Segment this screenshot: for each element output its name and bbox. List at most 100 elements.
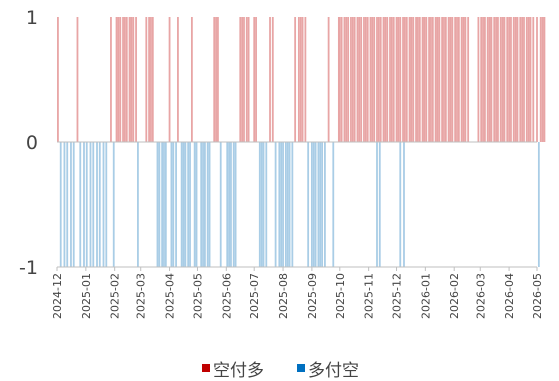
bar-negative-67 [537,142,540,267]
bar-negative-16 [156,142,159,267]
bar-negative-55 [310,142,313,267]
bar-positive-71 [408,17,411,142]
bar-negative-8 [89,142,92,267]
bar-positive-92 [454,17,457,142]
bar-negative-7 [85,142,88,267]
bar-positive-56 [376,17,378,142]
bar-positive-101 [482,17,484,142]
bar-negative-65 [399,142,402,267]
bar-positive-58 [379,17,382,142]
bar-negative-49 [282,142,284,267]
x-tick-label-4: 2025-04 [164,273,177,319]
legend-label-positive: 空付多 [213,361,264,381]
bar-positive-41 [343,17,346,142]
x-tick-label-17: 2026-05 [531,273,544,319]
bar-positive-49 [360,17,363,142]
bar-negative-10 [96,142,98,267]
bar-positive-46 [353,17,356,142]
bar-positive-118 [519,17,522,142]
bar-positive-4 [117,17,120,142]
bar-negative-32 [202,142,204,267]
bar-negative-15 [137,142,139,267]
bar-positive-108 [497,17,499,142]
bar-positive-21 [215,17,217,142]
bar-positive-76 [418,17,421,142]
bar-negative-57 [314,142,317,267]
bar-positive-123 [529,17,532,142]
bar-negative-37 [226,142,229,267]
bar-positive-88 [444,17,447,142]
bar-negative-45 [265,142,268,267]
bar-negative-53 [291,142,294,267]
x-tick-label-5: 2025-05 [191,273,204,319]
bar-positive-15 [150,17,152,142]
bar-negative-59 [319,142,322,267]
bar-positive-59 [382,17,385,142]
bar-negative-43 [260,142,263,267]
bar-positive-51 [364,17,367,142]
bar-positive-30 [269,17,271,142]
bar-negative-28 [189,142,191,267]
bar-positive-93 [456,17,458,142]
x-tick-labels: 2024-12 2025-01 2025-02 2025-03 2025-04 2025-… [51,273,544,319]
bar-positive-68 [402,17,404,142]
x-tick-label-12: 2025-12 [391,273,404,319]
bar-negative-62 [332,142,335,267]
bar-positive-86 [441,17,444,142]
bar-positive-113 [508,17,510,142]
bar-positive-104 [488,17,491,142]
x-tick-label-13: 2026-01 [419,273,432,319]
bar-negative-51 [286,142,289,267]
bar-negative-22 [172,142,175,267]
x-tick-label-14: 2026-02 [448,273,461,319]
bar-negative-13 [105,142,108,267]
bar-positive-112 [506,17,509,142]
bar-positive-44 [350,17,352,142]
legend: 空付多 多付空 [202,361,359,381]
bar-positive-9 [128,17,131,142]
bar-negative-18 [161,142,164,267]
bar-positive-66 [397,17,400,142]
bar-positive-27 [247,17,250,142]
bar-positive-6 [122,17,124,142]
bar-positive-26 [245,17,248,142]
bar-positive-40 [340,17,343,142]
bar-negative-33 [204,142,206,267]
bar-negative-38 [228,142,230,267]
bar-positive-11 [132,17,135,142]
bar-negative-64 [378,142,381,267]
bar-positive-105 [490,17,493,142]
bar-positive-14 [148,17,150,142]
bar-negative-39 [230,142,232,267]
bar-positive-2 [110,17,112,142]
x-tick-label-1: 2025-01 [80,273,93,319]
bar-positive-5 [119,17,122,142]
bar-positive-100 [480,17,483,142]
bar-negative-63 [376,142,378,267]
bar-negative-1 [63,142,66,267]
bar-positive-83 [434,17,437,142]
bar-negative-17 [158,142,161,267]
bar-positive-67 [399,17,402,142]
bar-positive-3 [115,17,118,142]
bar-positive-70 [405,17,408,142]
bar-positive-50 [363,17,365,142]
bar-positive-120 [523,17,525,142]
bar-negative-20 [164,142,167,267]
bars-layer [57,17,546,267]
bar-positive-62 [389,17,391,142]
bar-negative-58 [317,142,320,267]
x-tick-label-7: 2025-07 [248,273,261,319]
bar-positive-24 [241,17,244,142]
legend-label-negative: 多付空 [308,361,359,381]
bar-positive-17 [168,17,171,142]
bar-positive-96 [462,17,465,142]
bar-positive-119 [521,17,524,142]
bar-negative-60 [321,142,324,267]
bar-negative-4 [72,142,75,267]
bar-positive-124 [532,17,535,142]
bar-negative-2 [66,142,69,267]
bar-negative-36 [219,142,222,267]
bar-positive-8 [125,17,128,142]
x-tick-label-16: 2026-04 [503,273,516,319]
